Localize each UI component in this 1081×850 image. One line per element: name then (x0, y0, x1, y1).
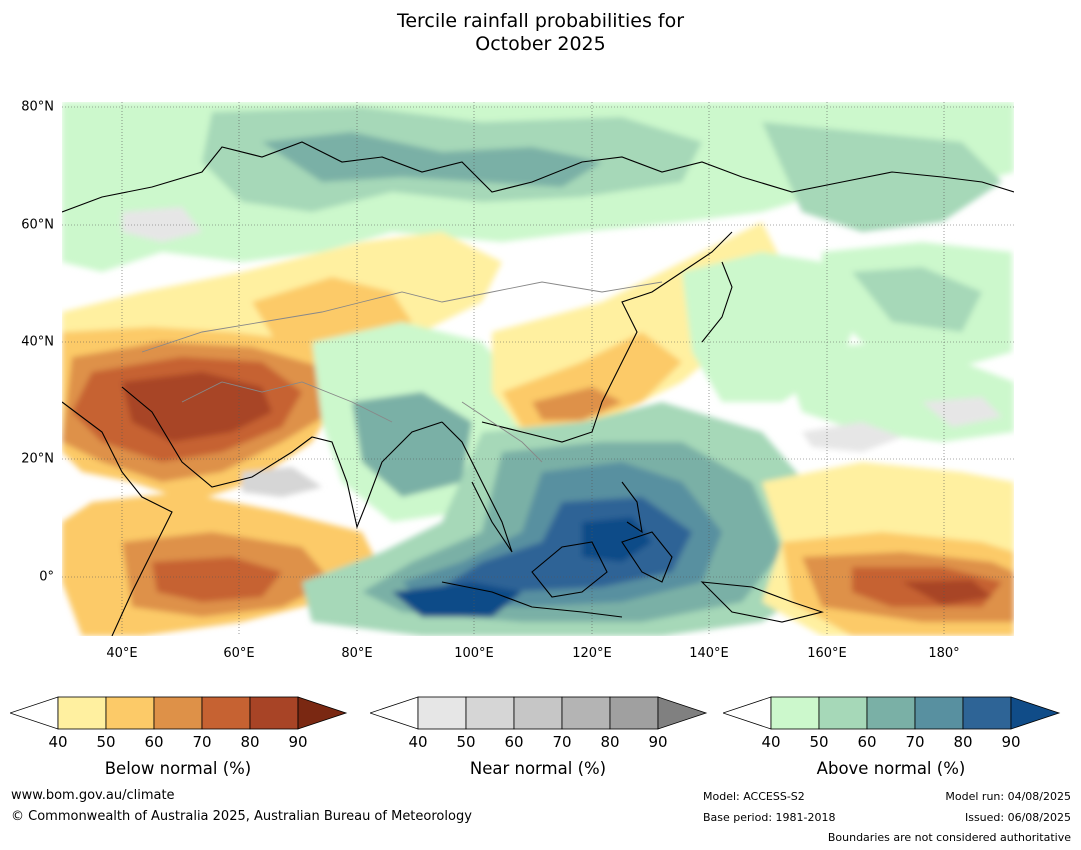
lon-label-180: 180° (928, 646, 960, 661)
above-normal-swatch (818, 696, 868, 730)
copyright: © Commonwealth of Australia 2025, Austra… (11, 809, 472, 824)
above-normal-swatch (770, 696, 820, 730)
country-borders (141, 281, 663, 463)
lat-label-60n: 60°N (21, 217, 54, 233)
title-line-2: October 2025 (475, 33, 606, 55)
above-tick: 40 (761, 733, 781, 751)
above-normal-title: Above normal (%) (816, 759, 966, 778)
below-normal-swatch (201, 696, 251, 730)
below-normal-swatch (57, 696, 107, 730)
coastlines (62, 141, 1014, 636)
near-tick: 50 (456, 733, 476, 751)
below-normal-swatch (249, 696, 299, 730)
below-normal-swatch (153, 696, 203, 730)
above-tick: 50 (809, 733, 829, 751)
near-normal-swatches (417, 696, 659, 730)
above-tick: 70 (905, 733, 925, 751)
near-tick: 90 (648, 733, 668, 751)
near-tick: 80 (600, 733, 620, 751)
lon-label-140e: 140°E (689, 646, 729, 661)
lon-label-120e: 120°E (572, 646, 612, 661)
near-normal-swatch (465, 696, 515, 730)
below-tick: 60 (144, 733, 164, 751)
lon-label-40e: 40°E (106, 646, 138, 661)
title-line-1: Tercile rainfall probabilities for (396, 10, 685, 32)
above-normal-colorbar (723, 696, 1061, 730)
near-tick: 40 (408, 733, 428, 751)
above-tick: 60 (857, 733, 877, 751)
probability-map[interactable] (62, 102, 1014, 636)
below-tick: 70 (192, 733, 212, 751)
above-normal-overflow (1010, 696, 1061, 730)
below-tick: 90 (288, 733, 308, 751)
lon-label-160e: 160°E (807, 646, 847, 661)
model-run: Model run: 04/08/2025 (945, 790, 1071, 803)
probability-field (62, 102, 1014, 636)
below-normal-swatch (105, 696, 155, 730)
near-normal-colorbar (370, 696, 708, 730)
near-normal-swatch (417, 696, 467, 730)
below-normal-title: Below normal (%) (104, 759, 252, 778)
below-tick: 40 (48, 733, 68, 751)
near-normal-swatch (561, 696, 611, 730)
above-normal-swatch (866, 696, 916, 730)
issued-date: Issued: 06/08/2025 (964, 811, 1071, 824)
near-normal-overflow (657, 696, 708, 730)
below-normal-overflow (297, 696, 348, 730)
map-canvas (62, 102, 1014, 636)
near-tick: 70 (552, 733, 572, 751)
boundary-disclaimer: Boundaries are not considered authoritat… (827, 831, 1071, 844)
below-normal-swatches (57, 696, 299, 730)
lon-label-100e: 100°E (454, 646, 494, 661)
base-period: Base period: 1981-2018 (703, 811, 836, 824)
near-normal-swatch (609, 696, 659, 730)
website-link[interactable]: www.bom.gov.au/climate (11, 788, 175, 803)
above-normal-swatches (770, 696, 1012, 730)
near-normal-swatch (513, 696, 563, 730)
graticule (62, 102, 1014, 636)
above-normal-swatch (962, 696, 1012, 730)
model-name: Model: ACCESS-S2 (703, 790, 805, 803)
below-tick: 50 (96, 733, 116, 751)
map-title: Tercile rainfall probabilities for Octob… (0, 10, 1081, 56)
below-tick: 80 (240, 733, 260, 751)
lon-label-80e: 80°E (341, 646, 373, 661)
near-tick: 60 (504, 733, 524, 751)
lat-label-80n: 80°N (21, 99, 54, 115)
lat-label-40n: 40°N (21, 334, 54, 350)
near-normal-title: Near normal (%) (469, 759, 607, 778)
above-tick: 80 (953, 733, 973, 751)
lat-label-0: 0° (39, 569, 54, 585)
lat-label-20n: 20°N (21, 451, 54, 467)
below-normal-colorbar (10, 696, 348, 730)
lon-label-60e: 60°E (223, 646, 255, 661)
above-normal-swatch (914, 696, 964, 730)
above-tick: 90 (1001, 733, 1021, 751)
